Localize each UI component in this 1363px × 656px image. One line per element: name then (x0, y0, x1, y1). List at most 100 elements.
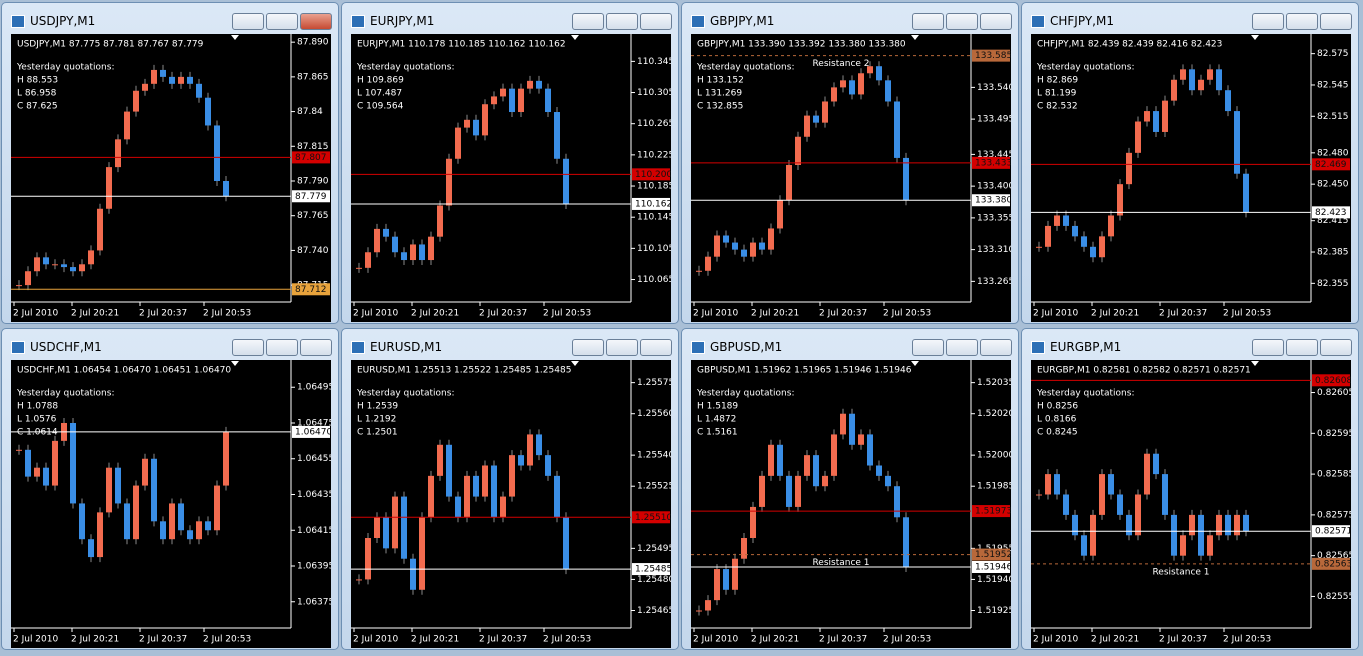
candle (437, 444, 443, 476)
maximize-button[interactable] (606, 13, 638, 30)
candle (178, 503, 184, 531)
price-label: 1.25485 (635, 565, 671, 575)
candle (70, 422, 76, 504)
price-label: 133.585 (975, 51, 1011, 61)
candle (223, 431, 229, 486)
x-tick-label: 2 Jul 20:53 (1223, 309, 1271, 319)
candle (97, 512, 103, 558)
maximize-button[interactable] (606, 339, 638, 356)
maximize-button[interactable] (1286, 339, 1318, 356)
candle (1135, 121, 1141, 153)
chart-window: CHFJPY,M1 82.575 82.545 82.515 82.480 82.450 8… (1021, 2, 1359, 324)
y-tick-label: 110.225 (637, 150, 671, 160)
candle (142, 458, 148, 486)
y-tick-label: 133.445 (977, 150, 1011, 160)
price-label: 133.433 (975, 158, 1011, 168)
yesterday-quote: H 1.0788 (17, 402, 58, 412)
y-tick-label: 82.480 (1317, 148, 1349, 158)
chart-marker (911, 35, 919, 40)
chart-marker (231, 361, 239, 366)
candle (795, 136, 801, 165)
candle (1171, 514, 1177, 556)
yesterday-label: Yesterday quotations: (356, 389, 454, 399)
maximize-button[interactable] (946, 339, 978, 356)
chart-info: EURJPY,M1 110.178 110.185 110.162 110.16… (357, 40, 566, 50)
window-icon (11, 341, 25, 354)
close-button[interactable] (1320, 13, 1352, 30)
candle (903, 157, 909, 201)
candle (1072, 514, 1078, 536)
candle (527, 80, 533, 89)
candle (1054, 215, 1060, 226)
yesterday-quote: L 1.0576 (17, 415, 57, 425)
minimize-button[interactable] (1252, 339, 1284, 356)
yesterday-quote: L 1.4872 (697, 415, 736, 425)
candle (365, 538, 371, 580)
candle (392, 496, 398, 549)
close-button[interactable] (300, 339, 332, 356)
x-tick-label: 2 Jul 2010 (13, 309, 58, 319)
minimize-button[interactable] (912, 339, 944, 356)
close-button[interactable] (980, 339, 1012, 356)
chart-window: EURGBP,M1 0.82605 0.82595 0.82585 0.82575 0.8… (1021, 328, 1359, 650)
x-tick-label: 2 Jul 20:37 (139, 635, 187, 645)
candle (142, 83, 148, 91)
close-button[interactable] (980, 13, 1012, 30)
price-label-box (972, 548, 1010, 561)
window-icon (691, 341, 705, 354)
y-tick-label: 0.82575 (1317, 510, 1351, 520)
minimize-button[interactable] (1252, 13, 1284, 30)
candle (1189, 69, 1195, 91)
price-label: 1.06470 (295, 427, 331, 437)
candle (401, 252, 407, 261)
minimize-button[interactable] (572, 339, 604, 356)
candle (777, 200, 783, 229)
candle (813, 455, 819, 487)
y-tick-label: 133.355 (977, 213, 1011, 223)
candle (133, 485, 139, 540)
candle (1108, 474, 1114, 495)
maximize-button[interactable] (1286, 13, 1318, 30)
x-tick-label: 2 Jul 2010 (13, 635, 58, 645)
y-tick-label: 0.82605 (1317, 388, 1351, 398)
close-button[interactable] (640, 339, 672, 356)
candle (446, 444, 452, 497)
chart-info: CHFJPY,M1 82.439 82.439 82.416 82.423 (1037, 40, 1222, 50)
chart-window: GBPJPY,M1 133.540 133.495 133.445 133.400 133… (681, 2, 1019, 324)
yesterday-label: Yesterday quotations: (16, 389, 114, 399)
candle (214, 485, 220, 531)
candle (1090, 246, 1096, 258)
candle (52, 440, 58, 486)
close-button[interactable] (1320, 339, 1352, 356)
x-tick-label: 2 Jul 20:37 (819, 635, 867, 645)
price-label: 110.162 (635, 199, 671, 209)
yesterday-quote: C 0.8245 (1037, 428, 1078, 438)
minimize-button[interactable] (912, 13, 944, 30)
minimize-button[interactable] (232, 339, 264, 356)
maximize-button[interactable] (266, 339, 298, 356)
price-label: 0.82608 (1315, 376, 1351, 386)
candle (1225, 90, 1231, 112)
minimize-button[interactable] (572, 13, 604, 30)
chart-window: GBPUSD,M1 1.52035 1.52020 1.52000 1.51985 1.5… (681, 328, 1019, 650)
y-tick-label: 0.82585 (1317, 470, 1351, 480)
window-icon (691, 15, 705, 28)
maximize-button[interactable] (946, 13, 978, 30)
candle (527, 434, 533, 466)
yesterday-quote: L 81.199 (1037, 89, 1077, 99)
candle (374, 517, 380, 538)
y-tick-label: 87.815 (297, 142, 329, 152)
candle (133, 90, 139, 112)
price-chart: 1.25575 1.25560 1.25540 1.25525 1.25495 1.254… (351, 360, 671, 648)
price-label: 0.82563 (1315, 559, 1351, 569)
window-icon (1031, 15, 1045, 28)
price-label-box (1312, 525, 1350, 538)
close-button[interactable] (300, 13, 332, 30)
maximize-button[interactable] (266, 13, 298, 30)
close-button[interactable] (640, 13, 672, 30)
candle (455, 496, 461, 518)
candle (509, 455, 515, 497)
minimize-button[interactable] (232, 13, 264, 30)
candle (356, 267, 362, 269)
candle (545, 88, 551, 113)
